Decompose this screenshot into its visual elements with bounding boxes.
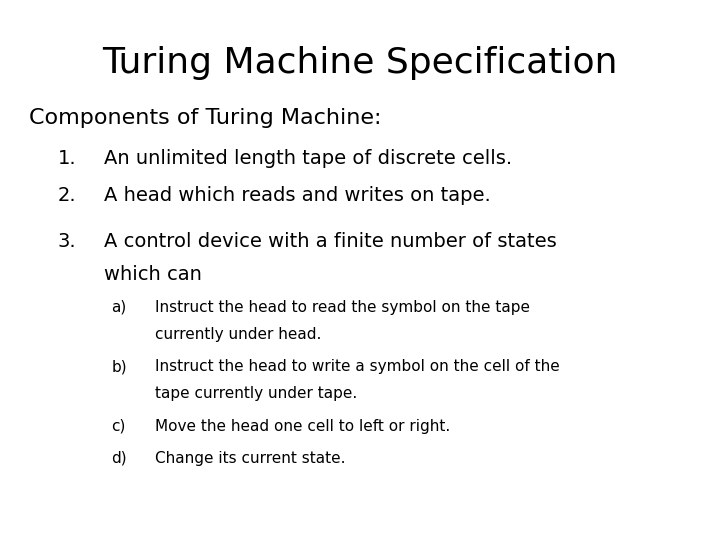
- Text: Components of Turing Machine:: Components of Turing Machine:: [29, 108, 382, 128]
- Text: 3.: 3.: [58, 232, 76, 251]
- Text: tape currently under tape.: tape currently under tape.: [155, 386, 357, 401]
- Text: Turing Machine Specification: Turing Machine Specification: [102, 46, 618, 80]
- Text: b): b): [112, 359, 127, 374]
- Text: currently under head.: currently under head.: [155, 327, 321, 342]
- Text: An unlimited length tape of discrete cells.: An unlimited length tape of discrete cel…: [104, 148, 513, 167]
- Text: 1.: 1.: [58, 148, 76, 167]
- Text: c): c): [112, 418, 126, 434]
- Text: Instruct the head to write a symbol on the cell of the: Instruct the head to write a symbol on t…: [155, 359, 559, 374]
- Text: 2.: 2.: [58, 186, 76, 205]
- Text: A head which reads and writes on tape.: A head which reads and writes on tape.: [104, 186, 491, 205]
- Text: Instruct the head to read the symbol on the tape: Instruct the head to read the symbol on …: [155, 300, 530, 315]
- Text: Change its current state.: Change its current state.: [155, 451, 346, 466]
- Text: A control device with a finite number of states: A control device with a finite number of…: [104, 232, 557, 251]
- Text: d): d): [112, 451, 127, 466]
- Text: which can: which can: [104, 265, 202, 284]
- Text: Move the head one cell to left or right.: Move the head one cell to left or right.: [155, 418, 450, 434]
- Text: a): a): [112, 300, 127, 315]
